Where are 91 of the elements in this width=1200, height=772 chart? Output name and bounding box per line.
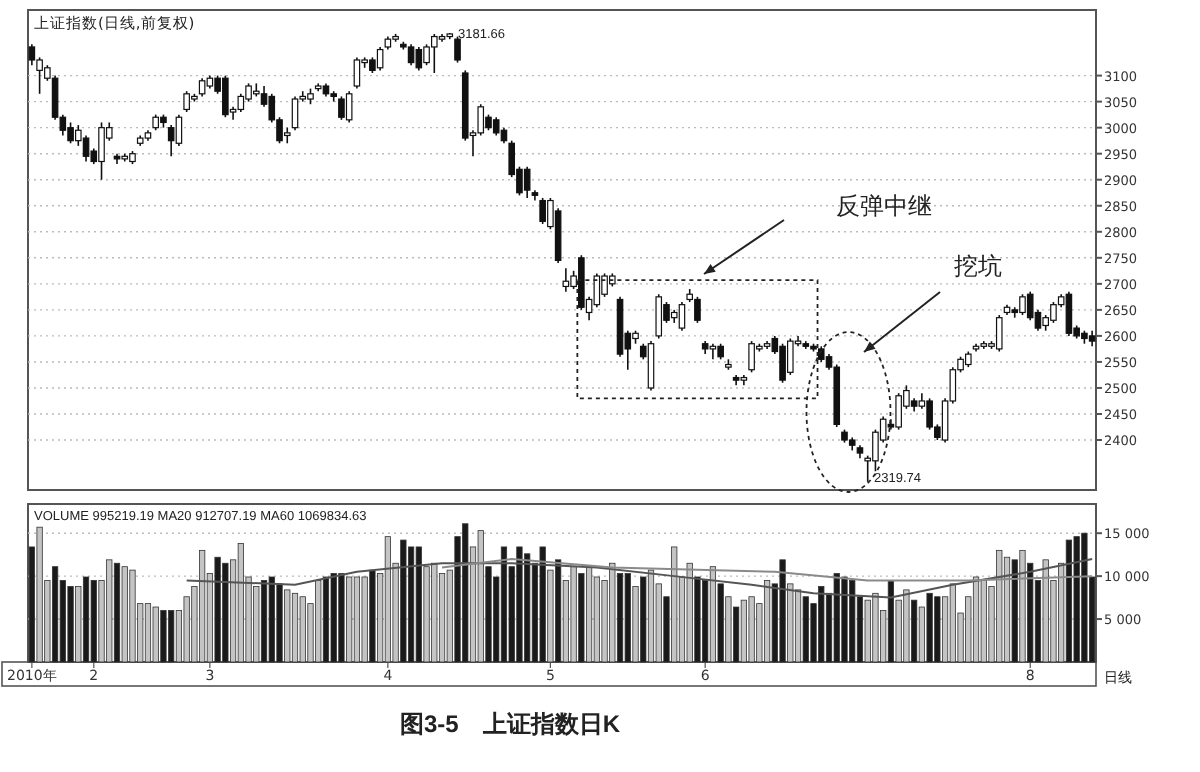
candlestick xyxy=(523,165,531,199)
bar xyxy=(794,589,802,663)
annotation: 挖坑 xyxy=(954,252,1002,280)
bar xyxy=(1073,536,1080,663)
candlestick xyxy=(1065,290,1073,337)
bar xyxy=(578,573,585,663)
bar xyxy=(1081,532,1088,663)
bar xyxy=(1065,539,1073,663)
candlestick xyxy=(1019,293,1026,316)
candlestick xyxy=(748,340,755,374)
bar xyxy=(841,576,848,663)
bar xyxy=(1003,556,1011,663)
candlestick xyxy=(1050,301,1057,324)
bar xyxy=(152,606,159,663)
bar xyxy=(462,523,469,663)
candlestick xyxy=(237,93,245,113)
bar xyxy=(500,546,508,663)
candlestick xyxy=(167,124,175,158)
bar xyxy=(144,603,152,663)
bar xyxy=(260,580,268,663)
bar xyxy=(90,580,97,663)
bar xyxy=(555,559,562,663)
candlestick xyxy=(353,56,361,90)
candlestick xyxy=(423,43,430,66)
caption: 图3-5 上证指数日K xyxy=(400,710,621,738)
bar xyxy=(802,596,809,663)
bar xyxy=(740,599,747,663)
bar xyxy=(516,546,523,663)
bar xyxy=(539,546,546,663)
bar xyxy=(268,576,275,663)
candlestick xyxy=(492,116,500,137)
candlestick xyxy=(198,77,206,98)
candlestick xyxy=(694,296,701,324)
bar xyxy=(322,576,330,663)
candlestick xyxy=(454,35,461,64)
candlestick xyxy=(415,46,423,72)
candlestick xyxy=(67,121,74,145)
bar xyxy=(524,553,531,663)
bar xyxy=(779,559,786,663)
candlestick xyxy=(338,95,345,121)
bar xyxy=(400,539,407,663)
candlestick xyxy=(895,392,902,431)
candlestick xyxy=(995,314,1003,353)
bar xyxy=(872,592,879,663)
bar xyxy=(276,583,283,663)
candlestick xyxy=(407,43,415,66)
bar xyxy=(113,562,121,663)
bar xyxy=(980,580,987,663)
bar xyxy=(330,573,337,663)
candlestick xyxy=(779,342,786,384)
candlestick xyxy=(222,74,229,119)
bar xyxy=(818,586,825,663)
candlestick xyxy=(647,340,655,392)
candlestick xyxy=(98,121,105,181)
bar xyxy=(369,569,376,663)
candlestick xyxy=(183,90,190,113)
bar xyxy=(121,566,128,663)
bar xyxy=(887,580,895,663)
bar xyxy=(415,546,422,663)
bar xyxy=(934,596,941,663)
bar xyxy=(833,573,840,663)
bar xyxy=(67,586,74,663)
candlestick xyxy=(926,397,933,431)
bar xyxy=(640,576,647,663)
candlestick xyxy=(82,134,90,163)
bar xyxy=(926,592,933,663)
bar xyxy=(849,580,856,663)
candlestick xyxy=(376,46,384,72)
candlestick xyxy=(678,301,686,332)
candlestick xyxy=(291,95,299,132)
bar xyxy=(222,562,229,663)
line-series xyxy=(441,557,1094,582)
candlestick xyxy=(539,197,546,225)
bar xyxy=(284,589,291,663)
candlestick xyxy=(655,293,663,340)
bar xyxy=(949,583,956,663)
candlestick xyxy=(28,43,36,66)
bar xyxy=(160,610,167,663)
bar xyxy=(338,573,345,663)
bar xyxy=(407,546,415,663)
bar xyxy=(624,573,631,663)
annotation: 反弹中继 xyxy=(836,192,932,220)
candlestick xyxy=(345,90,353,124)
bar xyxy=(82,576,90,663)
bar xyxy=(438,573,446,663)
candlestick xyxy=(431,33,438,74)
bar xyxy=(214,556,221,663)
bar xyxy=(51,566,59,663)
candlestick xyxy=(175,113,183,147)
candlestick xyxy=(787,337,794,376)
bar xyxy=(168,610,175,663)
